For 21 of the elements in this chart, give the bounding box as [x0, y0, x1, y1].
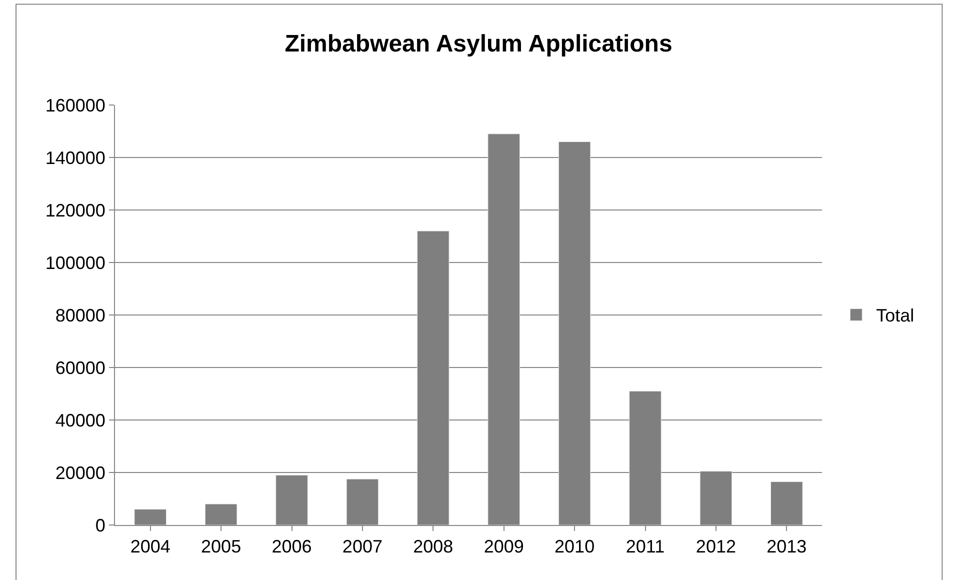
y-tick-label: 20000	[55, 462, 106, 483]
y-tick-label: 60000	[55, 358, 106, 378]
x-tick-label: 2013	[766, 536, 807, 557]
x-tick-label: 2010	[554, 536, 595, 557]
x-tick-label: 2008	[413, 536, 454, 557]
x-tick-label: 2004	[130, 536, 170, 557]
y-tick-label: 160000	[45, 95, 106, 116]
y-tick-label: 0	[95, 515, 106, 536]
y-tick-label: 100000	[45, 252, 106, 273]
x-tick-label: 2009	[484, 536, 524, 557]
x-tick-label: 2007	[342, 536, 382, 557]
chart-title: Zimbabwean Asylum Applications	[284, 30, 672, 58]
x-tick-label: 2005	[201, 536, 242, 557]
x-tick-label: 2006	[272, 536, 312, 557]
x-tick-label: 2012	[696, 536, 736, 557]
y-tick-label: 140000	[45, 148, 106, 168]
legend-label: Total	[876, 306, 914, 326]
y-tick-label: 80000	[55, 305, 106, 326]
x-tick-label: 2011	[626, 536, 665, 557]
y-tick-label: 40000	[55, 410, 106, 430]
y-tick-label: 120000	[45, 200, 106, 220]
